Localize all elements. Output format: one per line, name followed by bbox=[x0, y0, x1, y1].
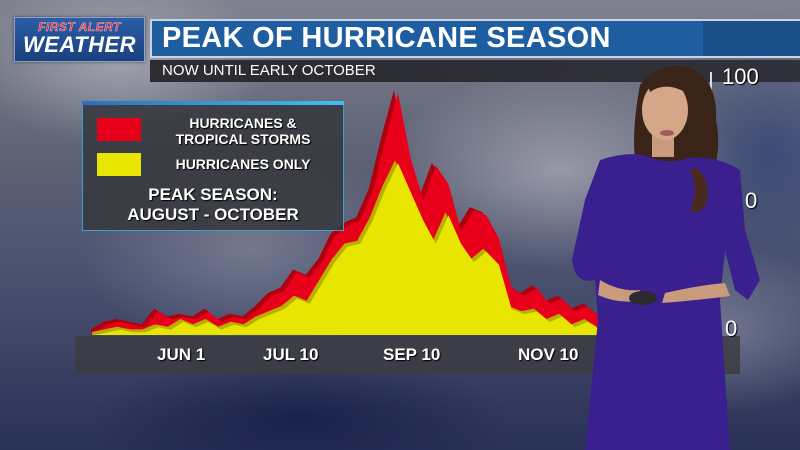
presenter-face bbox=[642, 80, 688, 140]
legend-label-line1: HURRICANES & bbox=[189, 115, 297, 131]
logo-line1: FIRST ALERT bbox=[38, 20, 121, 34]
legend-swatch-red bbox=[97, 118, 141, 141]
first-alert-weather-logo: FIRST ALERT WEATHER bbox=[14, 17, 145, 62]
presenter-neck bbox=[652, 135, 674, 157]
clicker-remote bbox=[629, 291, 657, 305]
chart-legend: HURRICANES & TROPICAL STORMS HURRICANES … bbox=[82, 101, 344, 231]
x-label-sep10: SEP 10 bbox=[383, 345, 441, 364]
legend-label-hurricanes-only: HURRICANES ONLY bbox=[175, 156, 311, 172]
y-label-bottom: 0 bbox=[725, 316, 738, 341]
y-label-top: 100 bbox=[722, 64, 759, 89]
peak-season-line2: AUGUST - OCTOBER bbox=[127, 205, 299, 224]
chart-series-layer bbox=[91, 90, 600, 335]
y-axis-tick bbox=[710, 72, 712, 92]
presenter-mouth bbox=[660, 130, 674, 136]
x-label-nov10: NOV 10 bbox=[518, 345, 579, 364]
legend-label-line2: TROPICAL STORMS bbox=[175, 131, 311, 147]
subtitle-bar: NOW UNTIL EARLY OCTOBER bbox=[150, 60, 800, 82]
peak-season-note: PEAK SEASON: AUGUST - OCTOBER bbox=[83, 185, 343, 225]
page-title: PEAK OF HURRICANE SEASON bbox=[162, 22, 611, 54]
yellow-series-area bbox=[95, 163, 600, 335]
title-bar: PEAK OF HURRICANE SEASON bbox=[150, 19, 800, 58]
logo-line2: WEATHER bbox=[22, 32, 137, 57]
peak-season-line1: PEAK SEASON: bbox=[148, 185, 278, 204]
x-label-jul10: JUL 10 bbox=[263, 345, 319, 364]
legend-accent-line bbox=[82, 101, 344, 105]
y-label-mid: 0 bbox=[745, 188, 758, 213]
x-label-jun1: JUN 1 bbox=[157, 345, 206, 364]
page-subtitle: NOW UNTIL EARLY OCTOBER bbox=[162, 62, 376, 79]
legend-swatch-yellow bbox=[97, 153, 141, 176]
legend-label-hurricanes-tropical-storms: HURRICANES & TROPICAL STORMS bbox=[153, 115, 333, 147]
